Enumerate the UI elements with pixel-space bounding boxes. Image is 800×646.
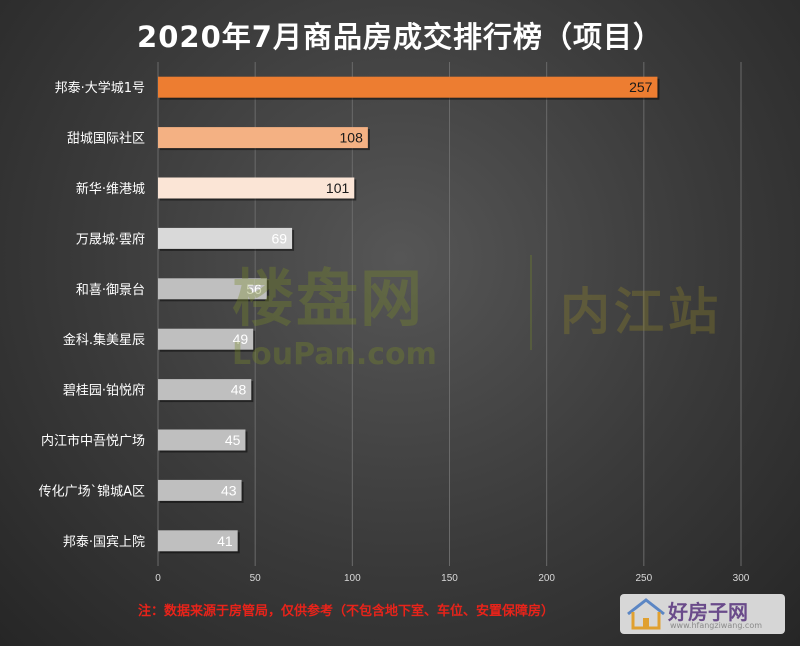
brand-url: www.hfangziwang.com	[670, 621, 763, 630]
watermark-divider	[530, 255, 532, 350]
y-category-label: 传化广场`锦城A区	[39, 484, 145, 499]
y-category-label: 碧桂园·铂悦府	[63, 383, 145, 399]
x-tick-label: 300	[733, 573, 750, 584]
y-category-label: 万晟城·雲府	[76, 232, 145, 247]
bar	[158, 127, 368, 149]
y-category-label: 内江市中吾悦广场	[41, 433, 145, 449]
y-category-label: 和喜·御景台	[76, 283, 145, 298]
bar-value-label: 45	[225, 432, 241, 448]
bar	[158, 479, 242, 501]
x-tick-label: 250	[635, 573, 652, 584]
x-tick-label: 50	[250, 573, 262, 584]
bar	[158, 177, 355, 199]
bar	[158, 429, 246, 451]
chart-title: 2020年7月商品房成交排行榜（项目）	[137, 20, 663, 54]
brand-name: 好房子网	[668, 600, 748, 624]
y-category-label: 新华·维港城	[76, 181, 145, 197]
brand-logo[interactable]: 好房子网 www.hfangziwang.com	[620, 594, 785, 634]
house-icon	[627, 598, 665, 630]
bar	[158, 328, 254, 350]
bar	[158, 76, 658, 98]
watermark-site-name: 楼盘网	[232, 262, 425, 335]
bar-value-label: 257	[629, 79, 653, 95]
bar-value-label: 56	[246, 281, 262, 297]
y-category-label: 邦泰·国宾上院	[63, 534, 145, 550]
watermark-site-domain: LouPan.com	[232, 337, 437, 372]
bar-value-label: 69	[272, 230, 288, 246]
bar-value-label: 49	[233, 331, 249, 347]
bar	[158, 227, 293, 249]
bar-value-label: 48	[231, 382, 247, 398]
y-category-label: 甜城国际社区	[67, 131, 145, 147]
bar-value-label: 43	[221, 482, 237, 498]
bar-value-label: 101	[326, 180, 350, 196]
bar	[158, 379, 252, 401]
bar	[158, 530, 238, 552]
x-tick-label: 200	[538, 573, 555, 584]
x-tick-label: 150	[441, 573, 458, 584]
x-tick-label: 100	[344, 573, 361, 584]
bar	[158, 278, 267, 300]
watermark-city-name: 内江站	[560, 283, 722, 341]
y-category-label: 邦泰·大学城1号	[55, 80, 145, 96]
x-tick-label: 0	[155, 573, 161, 584]
bar-value-label: 41	[217, 533, 233, 549]
chart-footnote: 注：数据来源于房管局，仅供参考（不包含地下室、车位、安置保障房）	[138, 604, 555, 619]
y-category-label: 金科.集美星辰	[63, 332, 145, 348]
bar-value-label: 108	[340, 130, 364, 146]
